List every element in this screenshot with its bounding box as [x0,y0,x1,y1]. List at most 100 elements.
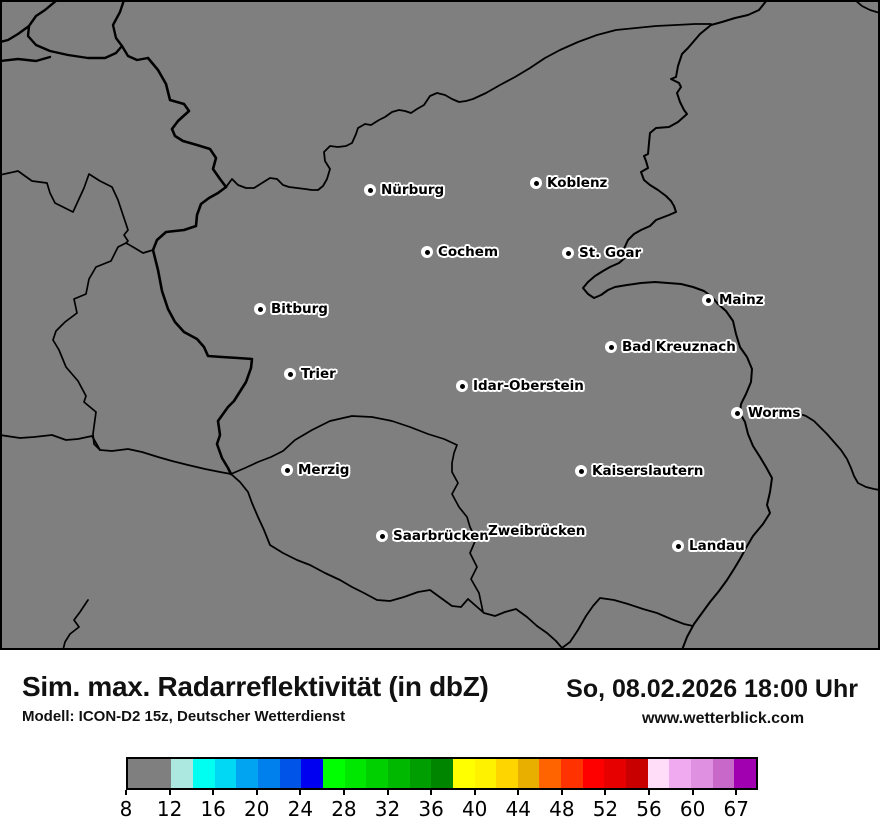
colorbar-cell [561,759,583,788]
colorbar-cell [236,759,258,788]
city-bad-kreuznach: Bad Kreuznach [605,339,736,355]
colorbar-tickmark [212,790,215,795]
colorbar-tickmark [604,790,607,795]
city-label: Cochem [438,244,499,260]
colorbar-cell [366,759,388,788]
colorbar-tickmark [517,790,520,795]
colorbar-cell [647,759,670,788]
colorbar-tickmark [168,790,171,795]
city-label: Nürburg [381,182,445,198]
colorbar-tickmark [473,790,476,795]
border-nrw-rlp [225,23,712,191]
city-label: Idar-Oberstein [473,378,584,394]
colorbar-ticks: 8 12 16 20 24 28 32 36 40 44 48 52 56 60 67 [120,790,758,830]
border-germany-luxembourg [151,185,254,476]
city-marker-dot [672,540,684,552]
border-belgium-nrw-loop-a [26,2,124,60]
colorbar-tickmark [735,790,738,795]
city-st.-goar: St. Goar [562,245,641,261]
city-kaiserslautern: Kaiserslautern [575,463,703,479]
colorbar-cell [322,759,345,788]
colorbar-cell [192,759,215,788]
map-canvas: Nürburg Koblenz Cochem St. Goar Bitburg Mainz… [0,0,880,650]
colorbar-cell [517,759,540,788]
map-cities: Nürburg Koblenz Cochem St. Goar Bitburg Mainz… [254,175,800,554]
border-baden-east [796,412,878,491]
website-credit: www.wetterblick.com [641,710,805,727]
colorbar-tick-label: 32 [374,797,401,821]
colorbar-tickmark [386,790,389,795]
city-marker-dot [421,246,433,258]
colorbar-tickmark [430,790,433,795]
city-merzig: Merzig [281,462,349,478]
city-marker-core [367,187,373,193]
colorbar-tick-label: 20 [244,797,270,821]
city-label: Bad Kreuznach [622,339,736,355]
border-top-right-corner [855,2,878,14]
colorbar-cell [734,759,757,788]
colorbar-tick-label: 44 [505,797,531,821]
border-left-edge-segment [2,55,52,63]
city-zweibrücken: Zweibrücken [471,523,585,539]
colorbar-cell [301,759,323,788]
page-title: Sim. max. Radarreflektivität (in dbZ) [22,671,489,702]
colorbar-tick-label: 40 [461,797,488,821]
city-marker-dot [575,465,587,477]
colorbar-cell [214,759,237,788]
city-marker-core [459,383,465,389]
colorbar-cell [474,759,497,788]
city-marker-core [565,250,571,256]
colorbar-tick-label: 67 [723,797,749,821]
city-marker-dot [376,530,388,542]
city-marker-core [379,533,385,539]
colorbar-cell [539,759,562,788]
colorbar-tick-label: 12 [156,797,183,821]
city-label: Koblenz [547,175,608,191]
city-marker-core [257,306,263,312]
city-marker-dot [605,341,617,353]
colorbar-cell [344,759,367,788]
city-marker-core [675,543,681,549]
colorbar-tickmark [255,790,258,795]
colorbar-cell [431,759,453,788]
colorbar-cell [128,759,172,788]
city-marker-core [287,371,293,377]
city-label: Zweibrücken [488,523,586,539]
border-france-south [2,434,694,648]
city-trier: Trier [284,366,336,382]
city-label: Mainz [719,292,764,308]
city-nürburg: Nürburg [364,182,444,198]
city-marker-core [424,249,430,255]
city-marker-dot [364,184,376,196]
colorbar-cell [409,759,432,788]
colorbar-cell [669,759,692,788]
city-marker-dot [281,464,293,476]
colorbar-tickmark [299,790,302,795]
city-label: Saarbrücken [393,528,489,544]
colorbar-tick-label: 56 [636,797,662,821]
city-bitburg: Bitburg [254,301,328,317]
colorbar [126,757,758,790]
border-lines-svg [2,2,878,648]
city-marker-core [284,467,290,473]
border-saarland [230,415,484,613]
city-saarbrücken: Saarbrücken [376,528,489,544]
city-marker-dot [254,303,266,315]
colorbar-cell [604,759,627,788]
colorbar-tick-label: 48 [549,797,575,821]
colorbar-tick-label: 36 [418,797,444,821]
colorbar-tick-label: 16 [200,797,226,821]
city-marker-core [705,297,711,303]
colorbar-tick-label: 24 [287,797,314,821]
colorbar-cell [496,759,518,788]
colorbar-cell [691,759,713,788]
border-bottom-left-segment [62,599,89,648]
colorbar-cell [582,759,605,788]
city-marker-dot [284,368,296,380]
city-cochem: Cochem [421,244,498,260]
city-marker-dot [530,177,542,189]
city-marker-dot [702,294,714,306]
colorbar-cell [257,759,280,788]
colorbar-tickmark [125,790,127,795]
